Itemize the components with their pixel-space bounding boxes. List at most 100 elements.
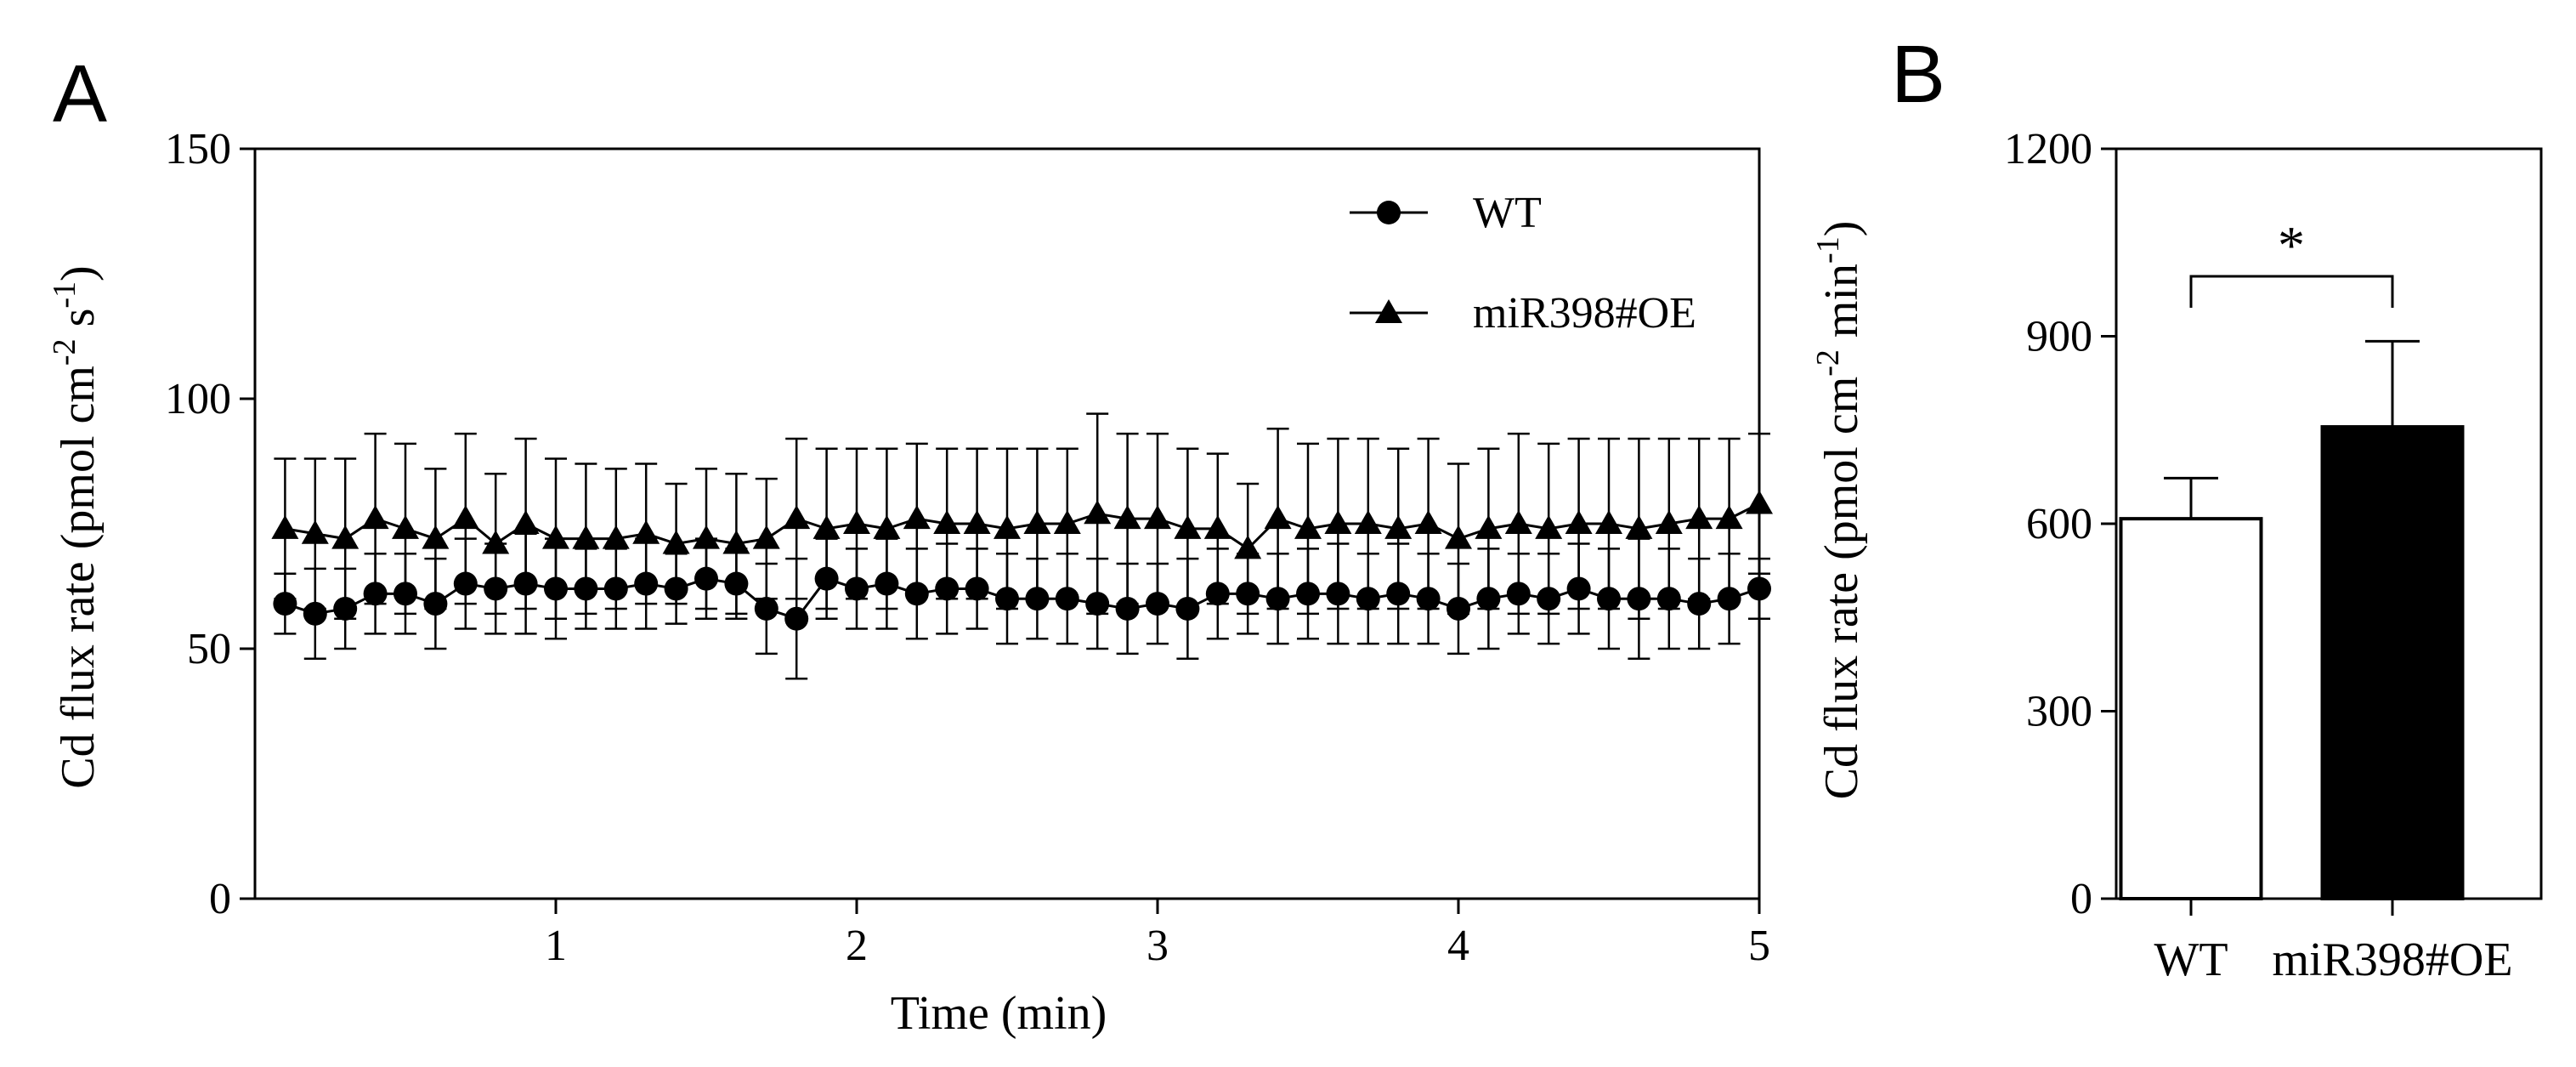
data-point-oe <box>1504 510 1532 534</box>
panel-a-y-title-sup2: -1 <box>47 281 82 309</box>
panel-b-y-tick-label: 900 <box>2026 313 2092 361</box>
data-point-wt <box>303 601 327 626</box>
data-point-wt <box>754 596 778 621</box>
data-point-oe <box>1144 505 1171 530</box>
data-point-oe <box>1565 510 1593 534</box>
data-point-wt <box>1326 582 1350 606</box>
panel-b-y-title-sup1: -2 <box>1810 349 1846 377</box>
data-point-wt <box>1296 582 1320 606</box>
data-point-wt <box>1085 592 1110 616</box>
panel-b-category-label: WT <box>2154 934 2228 986</box>
data-point-oe <box>662 530 690 554</box>
data-point-oe <box>722 530 750 554</box>
data-point-oe <box>361 505 389 530</box>
panel-a-legend: WT miR398#OE <box>1350 189 1696 338</box>
data-point-wt <box>1476 587 1501 611</box>
panel-a-x-axis-title: Time (min) <box>891 987 1107 1040</box>
data-point-wt <box>333 596 358 621</box>
data-point-wt <box>724 571 749 596</box>
significance-bracket <box>2189 275 2394 308</box>
data-point-oe <box>392 514 419 539</box>
legend-wt-label: WT <box>1473 189 1542 237</box>
data-point-wt <box>1146 592 1169 616</box>
data-point-oe <box>1294 514 1322 539</box>
panel-b-bar-chart: 0 300 600 900 1200 WT miR398#OE * Cd flux rat… <box>1810 125 2543 986</box>
data-point-wt <box>1537 587 1561 611</box>
legend-oe-label: miR398#OE <box>1473 289 1696 338</box>
data-point-oe <box>903 505 931 530</box>
data-point-oe <box>1203 514 1231 539</box>
panel-a-x-tick-label: 1 <box>545 922 567 970</box>
panel-b-y-axis-title: Cd flux rate (pmol cm-2 min-1) <box>1810 221 1868 800</box>
panel-a-x-tick-label: 4 <box>1447 922 1469 970</box>
data-point-wt <box>1386 582 1411 606</box>
data-point-wt <box>845 576 869 601</box>
data-point-oe <box>994 514 1021 539</box>
data-point-oe <box>602 525 630 549</box>
data-point-oe <box>1384 514 1413 539</box>
panel-b-y-title-sup2: -1 <box>1810 236 1846 264</box>
data-point-wt <box>904 582 929 606</box>
data-point-oe <box>783 505 811 530</box>
data-point-oe <box>1264 505 1292 530</box>
data-point-wt <box>664 576 688 601</box>
panel-a-letter: A <box>53 48 107 139</box>
data-point-oe <box>1084 500 1112 525</box>
series-line-oe <box>285 502 1760 551</box>
data-point-wt <box>995 587 1019 611</box>
panel-a-x-tick-label: 5 <box>1748 922 1770 970</box>
panel-b-y-tick-label: 300 <box>2026 688 2092 736</box>
data-point-wt <box>513 571 538 596</box>
data-point-oe <box>843 510 870 534</box>
data-point-wt <box>935 576 960 601</box>
data-point-oe <box>451 505 479 530</box>
data-point-wt <box>1717 587 1741 611</box>
data-point-wt <box>1687 592 1712 616</box>
data-point-oe <box>512 510 540 534</box>
data-point-wt <box>1747 576 1771 601</box>
bar-wt <box>2119 517 2263 900</box>
data-point-oe <box>572 525 600 549</box>
data-point-wt <box>1597 587 1621 611</box>
data-point-oe <box>422 525 450 549</box>
data-point-oe <box>812 514 841 539</box>
data-point-wt <box>965 576 989 601</box>
data-point-oe <box>1354 510 1382 534</box>
data-point-oe <box>1535 514 1563 539</box>
data-point-oe <box>1715 505 1743 530</box>
data-point-wt <box>544 576 568 601</box>
panel-a-y-title-main: Cd flux rate (pmol cm <box>52 366 105 789</box>
data-point-wt <box>1627 587 1651 611</box>
data-point-wt <box>694 566 718 591</box>
data-point-oe <box>1595 510 1622 534</box>
data-point-wt <box>1025 587 1050 611</box>
data-point-oe <box>1625 514 1653 539</box>
data-point-wt <box>603 576 628 601</box>
data-point-oe <box>331 525 360 549</box>
data-point-wt <box>1506 582 1531 606</box>
panel-b-x-axis: WT miR398#OE <box>2154 899 2513 986</box>
panel-a-line-chart: 0 50 100 150 1 2 3 4 5 Time (min) Cd flux rate … <box>47 125 1773 1040</box>
panel-a-markers <box>271 490 1773 631</box>
significance-star: * <box>2278 215 2305 275</box>
bar-miR398-oe <box>2320 425 2465 900</box>
data-point-oe <box>482 530 510 554</box>
data-point-wt <box>1236 582 1260 606</box>
data-point-wt <box>484 576 508 601</box>
data-point-wt <box>574 576 598 601</box>
data-point-oe <box>1475 514 1503 539</box>
panel-a-y-title-mid: s <box>52 309 105 339</box>
data-point-oe <box>1685 505 1713 530</box>
data-point-wt <box>1115 596 1140 621</box>
data-point-wt <box>363 582 388 606</box>
data-point-oe <box>1414 510 1442 534</box>
panel-b-y-tick-label: 1200 <box>2004 125 2092 173</box>
panel-a-y-axis-title: Cd flux rate (pmol cm-2 s-1) <box>47 265 105 788</box>
data-point-wt <box>1656 587 1681 611</box>
data-point-oe <box>1324 510 1352 534</box>
data-point-oe <box>963 510 991 534</box>
data-point-wt <box>875 571 899 596</box>
data-point-wt <box>273 592 297 616</box>
panel-a-y-title-sup1: -2 <box>47 338 82 366</box>
